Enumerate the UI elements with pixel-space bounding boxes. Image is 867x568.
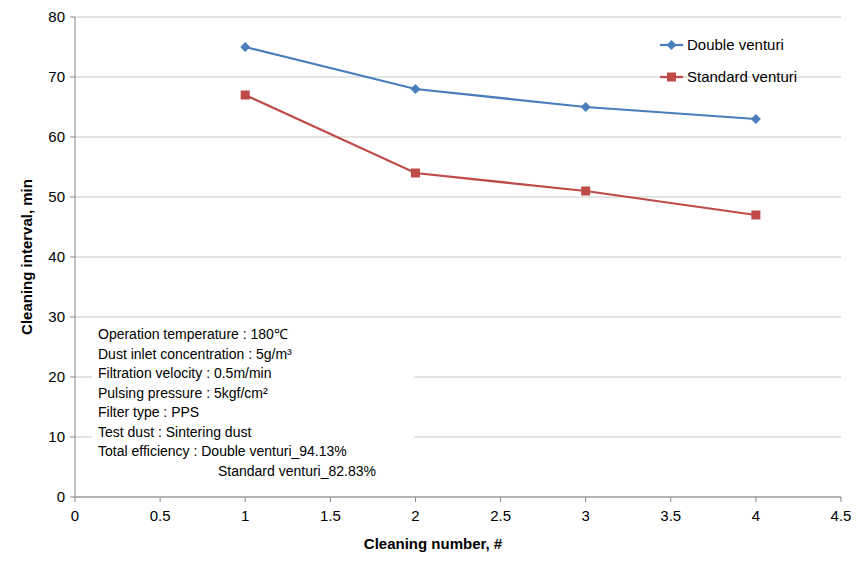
annotation: Standard venturi_82.83% (218, 463, 376, 479)
grid-line (75, 257, 841, 258)
grid-line (75, 497, 841, 498)
y-tick-label: 60 (48, 128, 65, 145)
x-tick-label: 1.5 (320, 507, 341, 524)
legend-label: Standard venturi (687, 68, 797, 85)
annotation-background (92, 320, 414, 482)
grid-line (75, 197, 841, 198)
annotation: Filtration velocity : 0.5m/min (98, 365, 272, 381)
y-tick-label: 10 (48, 428, 65, 445)
y-tick (70, 197, 75, 198)
data-point (240, 42, 250, 52)
y-tick-label: 40 (48, 248, 65, 265)
series-line (245, 95, 756, 215)
legend: Double venturi Standard venturi (660, 36, 797, 85)
annotation: Operation temperature : 180℃ (98, 326, 288, 342)
x-tick (415, 497, 416, 502)
data-point (581, 187, 590, 196)
x-tick-label: 3.5 (660, 507, 681, 524)
annotation: Test dust : Sintering dust (98, 424, 251, 440)
y-axis-title: Cleaning interval, min (18, 179, 35, 335)
x-tick-label: 4 (752, 507, 760, 524)
y-tick-label: 20 (48, 368, 65, 385)
background (0, 0, 867, 568)
x-axis (75, 497, 841, 498)
data-point (410, 84, 420, 94)
x-tick (585, 497, 586, 502)
data-point (751, 211, 760, 220)
series-line (245, 47, 756, 119)
annotation: Total efficiency : Double venturi_94.13% (98, 443, 347, 459)
x-tick (755, 497, 756, 502)
legend-marker (667, 40, 677, 50)
legend-marker (667, 73, 676, 82)
annotation: Dust inlet concentration : 5g/m³ (98, 346, 292, 362)
annotation-box: Operation temperature : 180℃ Dust inlet c… (92, 320, 414, 482)
y-tick (70, 377, 75, 378)
y-tick (70, 77, 75, 78)
x-tick (160, 497, 161, 502)
data-point (581, 102, 591, 112)
x-tick (500, 497, 501, 502)
x-tick-label: 1 (241, 507, 249, 524)
x-tick-label: 2 (411, 507, 419, 524)
series (240, 42, 761, 124)
y-tick (70, 317, 75, 318)
legend-label: Double venturi (687, 36, 784, 53)
y-tick-label: 70 (48, 68, 65, 85)
y-tick (70, 497, 75, 498)
x-tick (330, 497, 331, 502)
series (241, 91, 761, 220)
annotation: Pulsing pressure : 5kgf/cm² (98, 385, 268, 401)
x-tick (245, 497, 246, 502)
plot-area (240, 42, 761, 220)
data-point (241, 91, 250, 100)
grid-line (75, 17, 841, 18)
grid-line (75, 137, 841, 138)
data-point (411, 169, 420, 178)
x-tick-label: 0 (71, 507, 79, 524)
y-tick-label: 80 (48, 8, 65, 25)
x-axis-title: Cleaning number, # (364, 535, 503, 552)
x-tick (841, 497, 842, 502)
y-tick (70, 437, 75, 438)
x-tick-label: 3 (581, 507, 589, 524)
y-tick-label: 0 (57, 488, 65, 505)
x-tick-label: 0.5 (150, 507, 171, 524)
x-tick-label: 2.5 (490, 507, 511, 524)
y-tick (70, 257, 75, 258)
grid-line (75, 317, 841, 318)
x-tick (75, 497, 76, 502)
data-point (751, 114, 761, 124)
y-tick (70, 137, 75, 138)
annotation: Filter type : PPS (98, 404, 199, 420)
y-tick (70, 17, 75, 18)
y-tick-label: 30 (48, 308, 65, 325)
y-tick-label: 50 (48, 188, 65, 205)
x-tick (670, 497, 671, 502)
x-tick-label: 4.5 (831, 507, 852, 524)
chart: Operation temperature : 180℃ Dust inlet c… (0, 0, 867, 568)
